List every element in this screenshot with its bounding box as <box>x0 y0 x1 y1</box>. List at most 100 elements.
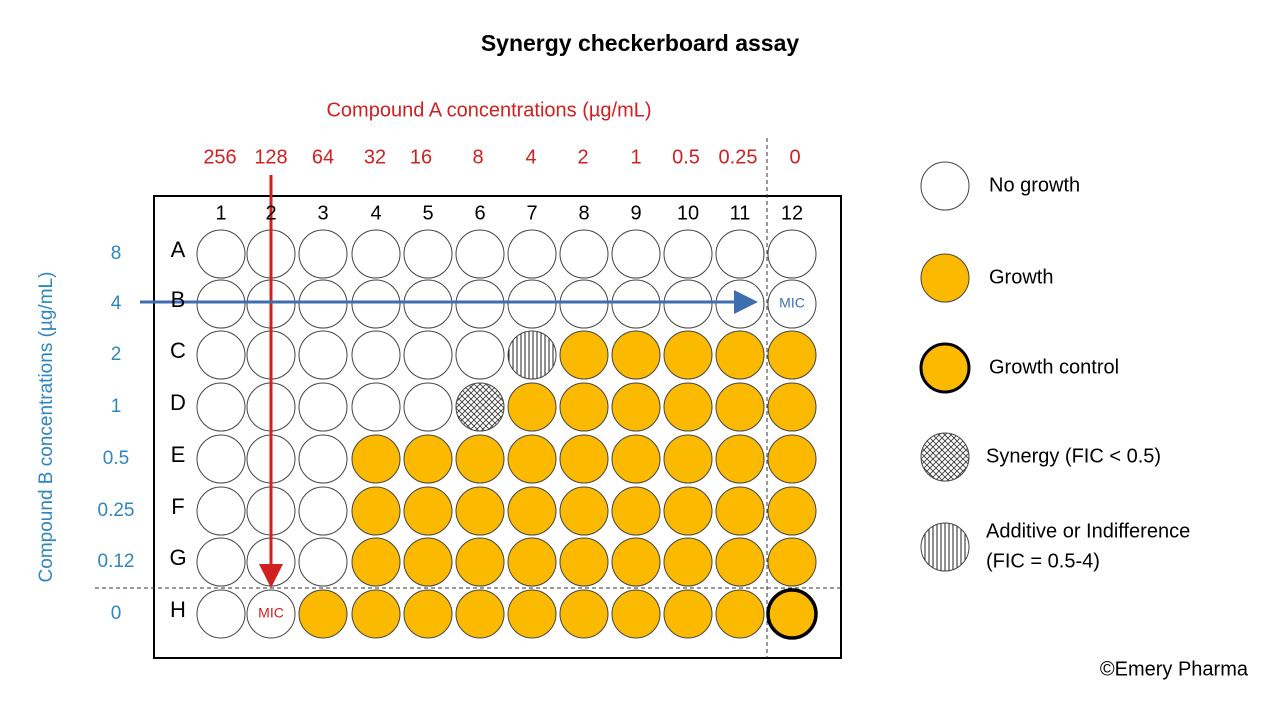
well <box>611 537 661 587</box>
well <box>196 589 246 639</box>
well <box>611 486 661 536</box>
compound-a-concentration: 128 <box>254 146 287 168</box>
well <box>351 229 401 279</box>
well <box>611 589 661 639</box>
compound-b-concentration: 0.5 <box>103 448 129 469</box>
plate-border <box>153 195 842 659</box>
compound-a-concentration: 64 <box>312 146 334 168</box>
compound-a-concentration: 1 <box>630 146 641 168</box>
well <box>196 382 246 432</box>
well <box>559 330 609 380</box>
compound-b-concentration: 8 <box>111 243 122 264</box>
mic-label: MIC <box>258 605 284 621</box>
well <box>507 589 557 639</box>
well <box>298 589 348 639</box>
well <box>611 330 661 380</box>
compound-b-concentration: 0 <box>111 603 122 624</box>
well <box>403 279 453 329</box>
well <box>766 588 818 640</box>
column-number: 12 <box>781 202 803 224</box>
mic-label: MIC <box>779 295 805 311</box>
well <box>715 486 765 536</box>
compound-a-concentration: 0.5 <box>672 146 700 168</box>
column-number: 5 <box>422 202 433 224</box>
well <box>507 486 557 536</box>
row-letter: E <box>171 442 186 467</box>
row-letter: F <box>171 494 184 519</box>
well <box>351 330 401 380</box>
well <box>767 434 817 484</box>
well <box>559 279 609 329</box>
legend-swatch <box>920 161 970 211</box>
row-letter: H <box>170 597 186 622</box>
well <box>455 589 505 639</box>
well <box>403 434 453 484</box>
well <box>715 229 765 279</box>
well <box>507 229 557 279</box>
compound-a-concentration: 16 <box>410 146 432 168</box>
legend-label: Growth control <box>989 356 1119 378</box>
well <box>663 537 713 587</box>
well <box>559 434 609 484</box>
column-number: 8 <box>578 202 589 224</box>
well <box>455 330 505 380</box>
well <box>196 537 246 587</box>
row-letter: G <box>169 545 186 570</box>
compound-b-concentration: 0.25 <box>98 500 135 521</box>
well <box>611 229 661 279</box>
well <box>767 279 817 329</box>
well <box>507 382 557 432</box>
well <box>715 330 765 380</box>
well <box>298 486 348 536</box>
well <box>663 382 713 432</box>
well <box>507 434 557 484</box>
column-number: 11 <box>730 202 751 224</box>
well <box>507 279 557 329</box>
well <box>196 279 246 329</box>
well <box>611 434 661 484</box>
well <box>351 486 401 536</box>
well <box>403 330 453 380</box>
well <box>298 229 348 279</box>
compound-b-concentration: 2 <box>111 344 122 365</box>
compound-a-concentration: 32 <box>364 146 386 168</box>
well <box>196 330 246 380</box>
well <box>351 537 401 587</box>
legend-swatch <box>920 253 970 303</box>
well <box>455 382 505 432</box>
well <box>403 382 453 432</box>
well <box>559 537 609 587</box>
well <box>246 589 296 639</box>
well <box>767 486 817 536</box>
row-letter: D <box>170 390 186 415</box>
well <box>196 229 246 279</box>
well <box>455 279 505 329</box>
well <box>455 486 505 536</box>
well <box>611 382 661 432</box>
compound-b-concentration: 0.12 <box>98 551 135 572</box>
well <box>663 589 713 639</box>
well <box>715 589 765 639</box>
well <box>196 434 246 484</box>
well <box>559 486 609 536</box>
compound-a-concentration: 0.25 <box>719 146 758 168</box>
well <box>403 537 453 587</box>
compound-b-concentration: 1 <box>111 396 122 417</box>
well <box>663 486 713 536</box>
well <box>663 229 713 279</box>
well <box>559 589 609 639</box>
well <box>298 434 348 484</box>
well <box>455 537 505 587</box>
well <box>351 434 401 484</box>
column-number: 3 <box>317 202 328 224</box>
compound-a-concentration: 8 <box>472 146 483 168</box>
well <box>455 434 505 484</box>
compound-a-label: Compound A concentrations (µg/mL) <box>326 99 651 121</box>
legend-label: No growth <box>989 174 1080 196</box>
well <box>298 537 348 587</box>
column-number: 4 <box>370 202 381 224</box>
column-number: 10 <box>677 202 699 224</box>
column-number: 7 <box>526 202 537 224</box>
well <box>351 589 401 639</box>
